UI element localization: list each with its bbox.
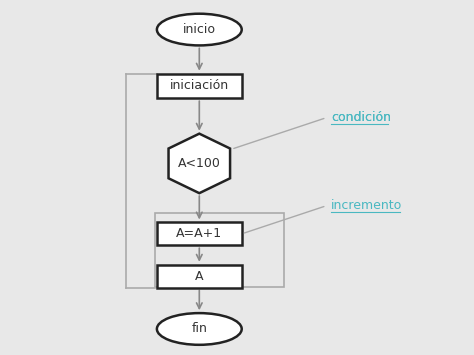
Text: A: A <box>195 269 203 283</box>
Ellipse shape <box>157 313 242 345</box>
Polygon shape <box>169 133 230 193</box>
Text: inicio: inicio <box>183 23 216 36</box>
Text: incremento: incremento <box>331 199 402 212</box>
FancyBboxPatch shape <box>157 265 242 288</box>
Text: A=A+1: A=A+1 <box>176 227 222 240</box>
Ellipse shape <box>157 14 242 45</box>
Text: condición: condición <box>331 111 391 124</box>
Text: A<100: A<100 <box>178 157 221 170</box>
Text: condición: condición <box>331 111 391 124</box>
FancyBboxPatch shape <box>157 223 242 245</box>
Text: iniciación: iniciación <box>170 80 229 92</box>
FancyBboxPatch shape <box>157 73 242 98</box>
Text: fin: fin <box>191 322 207 335</box>
